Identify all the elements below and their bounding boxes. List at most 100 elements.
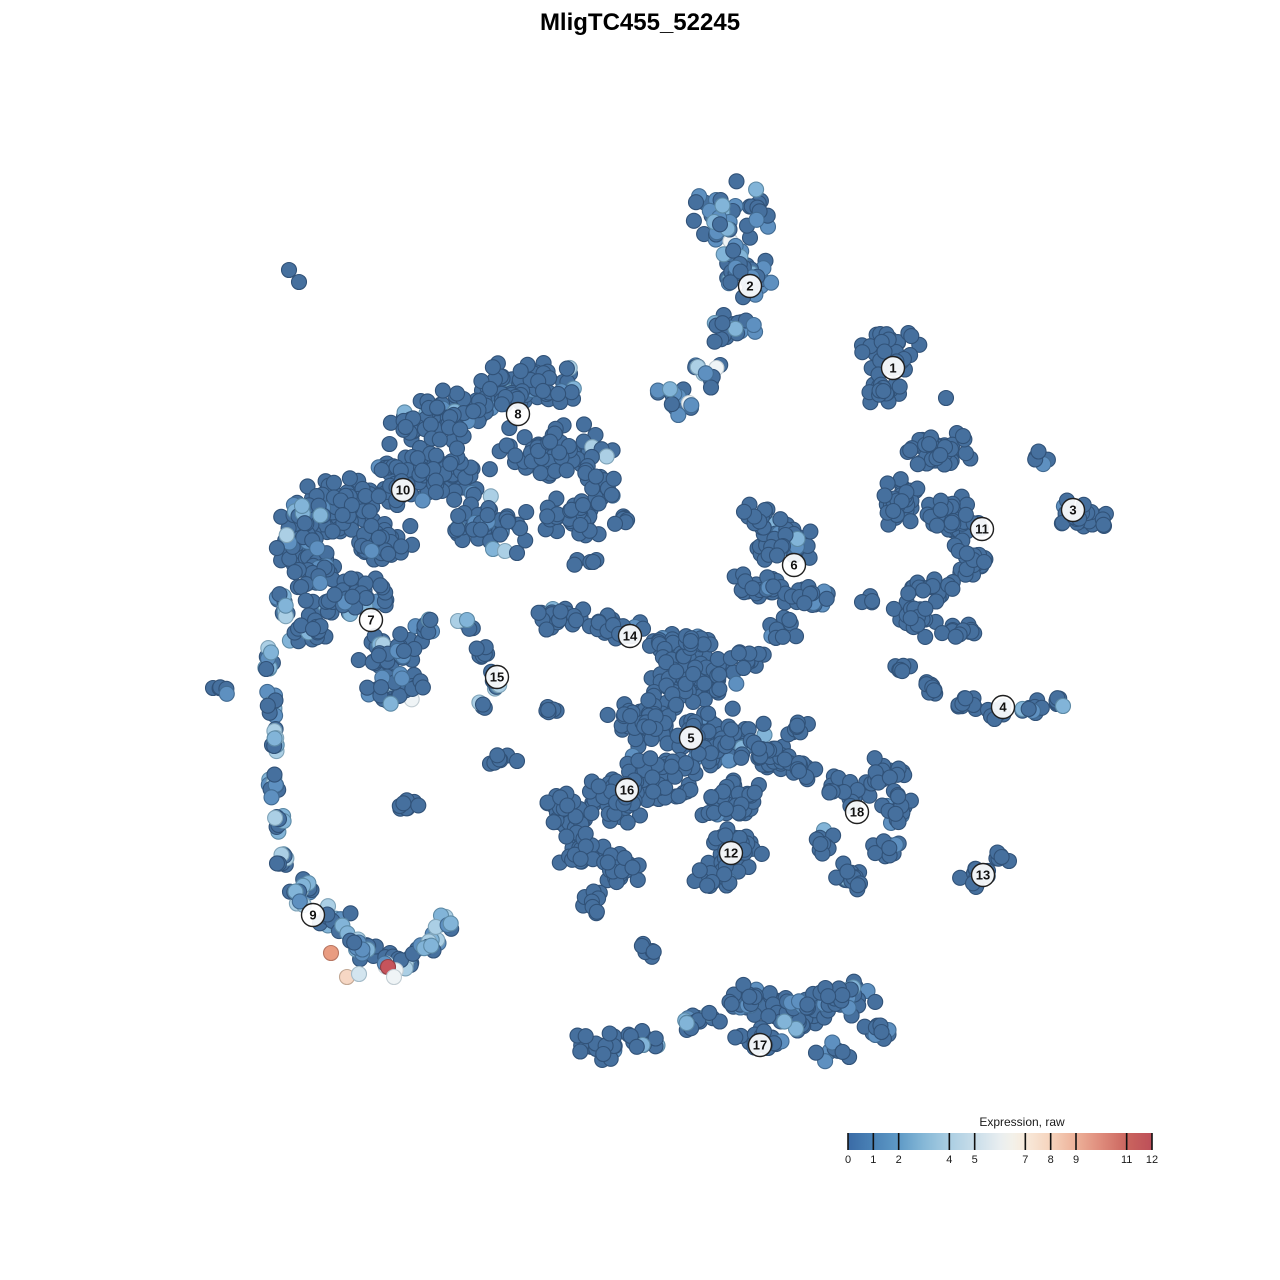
- cell-point: [685, 212, 702, 229]
- cluster-label-7: 7: [358, 607, 384, 633]
- cell-point: [427, 484, 444, 501]
- cell-point: [723, 995, 740, 1013]
- cell-point: [697, 365, 714, 382]
- cell-point: [598, 448, 615, 465]
- cell-point: [479, 507, 496, 524]
- cell-point: [481, 461, 498, 478]
- cluster-label-number: 10: [396, 483, 410, 498]
- cell-point: [290, 273, 308, 291]
- cluster-label-2: 2: [737, 273, 763, 299]
- cell-point: [492, 526, 509, 543]
- cell-point: [465, 403, 482, 420]
- cluster-label-circle: [300, 902, 326, 928]
- cluster-label-17: 17: [747, 1032, 773, 1058]
- cell-point: [278, 527, 295, 544]
- cell-point: [925, 682, 943, 699]
- cell-point: [481, 380, 499, 397]
- cell-point: [448, 385, 466, 402]
- cluster-label-18: 18: [844, 799, 870, 825]
- cell-point: [1095, 516, 1112, 533]
- cell-point: [631, 807, 649, 824]
- cell-point: [644, 769, 661, 786]
- cell-point: [902, 610, 919, 627]
- cell-point: [458, 611, 476, 629]
- cell-point: [422, 416, 439, 433]
- cell-point: [717, 827, 734, 844]
- cell-point: [725, 242, 742, 259]
- cell-point: [891, 378, 908, 395]
- cell-point: [516, 429, 533, 446]
- cell-point: [423, 937, 440, 954]
- cell-point: [414, 492, 431, 509]
- cell-point: [518, 503, 535, 521]
- cell-point: [763, 274, 780, 291]
- cluster-label-8: 8: [505, 401, 531, 427]
- cluster-label-circle: [484, 664, 510, 690]
- cell-point: [954, 428, 972, 445]
- cell-point: [291, 893, 308, 910]
- cluster-label-circle: [678, 725, 704, 751]
- cell-point: [393, 538, 410, 555]
- cell-point: [735, 659, 752, 677]
- cell-point: [397, 418, 414, 436]
- cell-point: [358, 589, 375, 607]
- cell-point: [727, 1029, 744, 1046]
- cell-point: [701, 1004, 718, 1021]
- cell-point: [499, 513, 516, 530]
- cell-point: [812, 836, 829, 853]
- cell-point: [687, 194, 705, 211]
- cluster-label-number: 3: [1069, 503, 1076, 518]
- cell-point: [599, 854, 616, 871]
- colorbar-gradient: [848, 1133, 1152, 1150]
- cell-point: [312, 507, 329, 524]
- cell-point: [881, 769, 898, 786]
- cell-point: [530, 442, 547, 460]
- cluster-label-9: 9: [300, 902, 326, 928]
- cell-point: [711, 680, 728, 698]
- cell-point: [577, 1028, 594, 1045]
- cell-point: [890, 788, 907, 805]
- colorbar-tick-label: 7: [1022, 1154, 1028, 1166]
- cell-point: [370, 488, 387, 505]
- cluster-label-4: 4: [990, 694, 1016, 720]
- cell-point: [484, 359, 501, 376]
- cluster-label-circle: [990, 694, 1016, 720]
- cell-point: [268, 855, 286, 872]
- cell-point: [700, 705, 717, 722]
- cell-point: [789, 717, 806, 734]
- cluster-label-circle: [718, 840, 744, 866]
- cell-point: [745, 316, 762, 334]
- cell-point: [640, 692, 657, 709]
- cell-point: [885, 502, 902, 520]
- cell-point: [309, 540, 326, 557]
- cell-point: [325, 474, 342, 491]
- cell-point: [928, 517, 946, 534]
- cell-point: [558, 462, 575, 479]
- cluster-label-3: 3: [1060, 497, 1086, 523]
- cell-point: [357, 487, 374, 505]
- cell-point: [395, 795, 412, 812]
- cell-point: [947, 628, 964, 645]
- cell-point: [428, 447, 445, 464]
- cell-point: [839, 863, 856, 880]
- cluster-label-number: 6: [790, 558, 797, 573]
- cell-point: [902, 442, 919, 459]
- cluster-label-number: 16: [620, 783, 634, 798]
- cell-point: [993, 848, 1010, 866]
- cell-point: [343, 570, 360, 587]
- expression-colorbar: Expression, raw 0 1 2 4 5 7 8 9 11 12: [845, 1115, 1158, 1166]
- cell-point: [286, 564, 303, 581]
- cluster-label-circle: [737, 273, 763, 299]
- cell-point: [619, 814, 636, 831]
- cell-point: [450, 507, 467, 525]
- cell-point: [624, 859, 641, 876]
- cell-point: [921, 436, 938, 453]
- cell-point: [588, 903, 605, 920]
- cell-point: [776, 1013, 793, 1030]
- cell-point: [568, 612, 585, 629]
- cell-point: [585, 553, 602, 571]
- cell-point: [834, 1043, 851, 1060]
- cell-point: [341, 470, 358, 487]
